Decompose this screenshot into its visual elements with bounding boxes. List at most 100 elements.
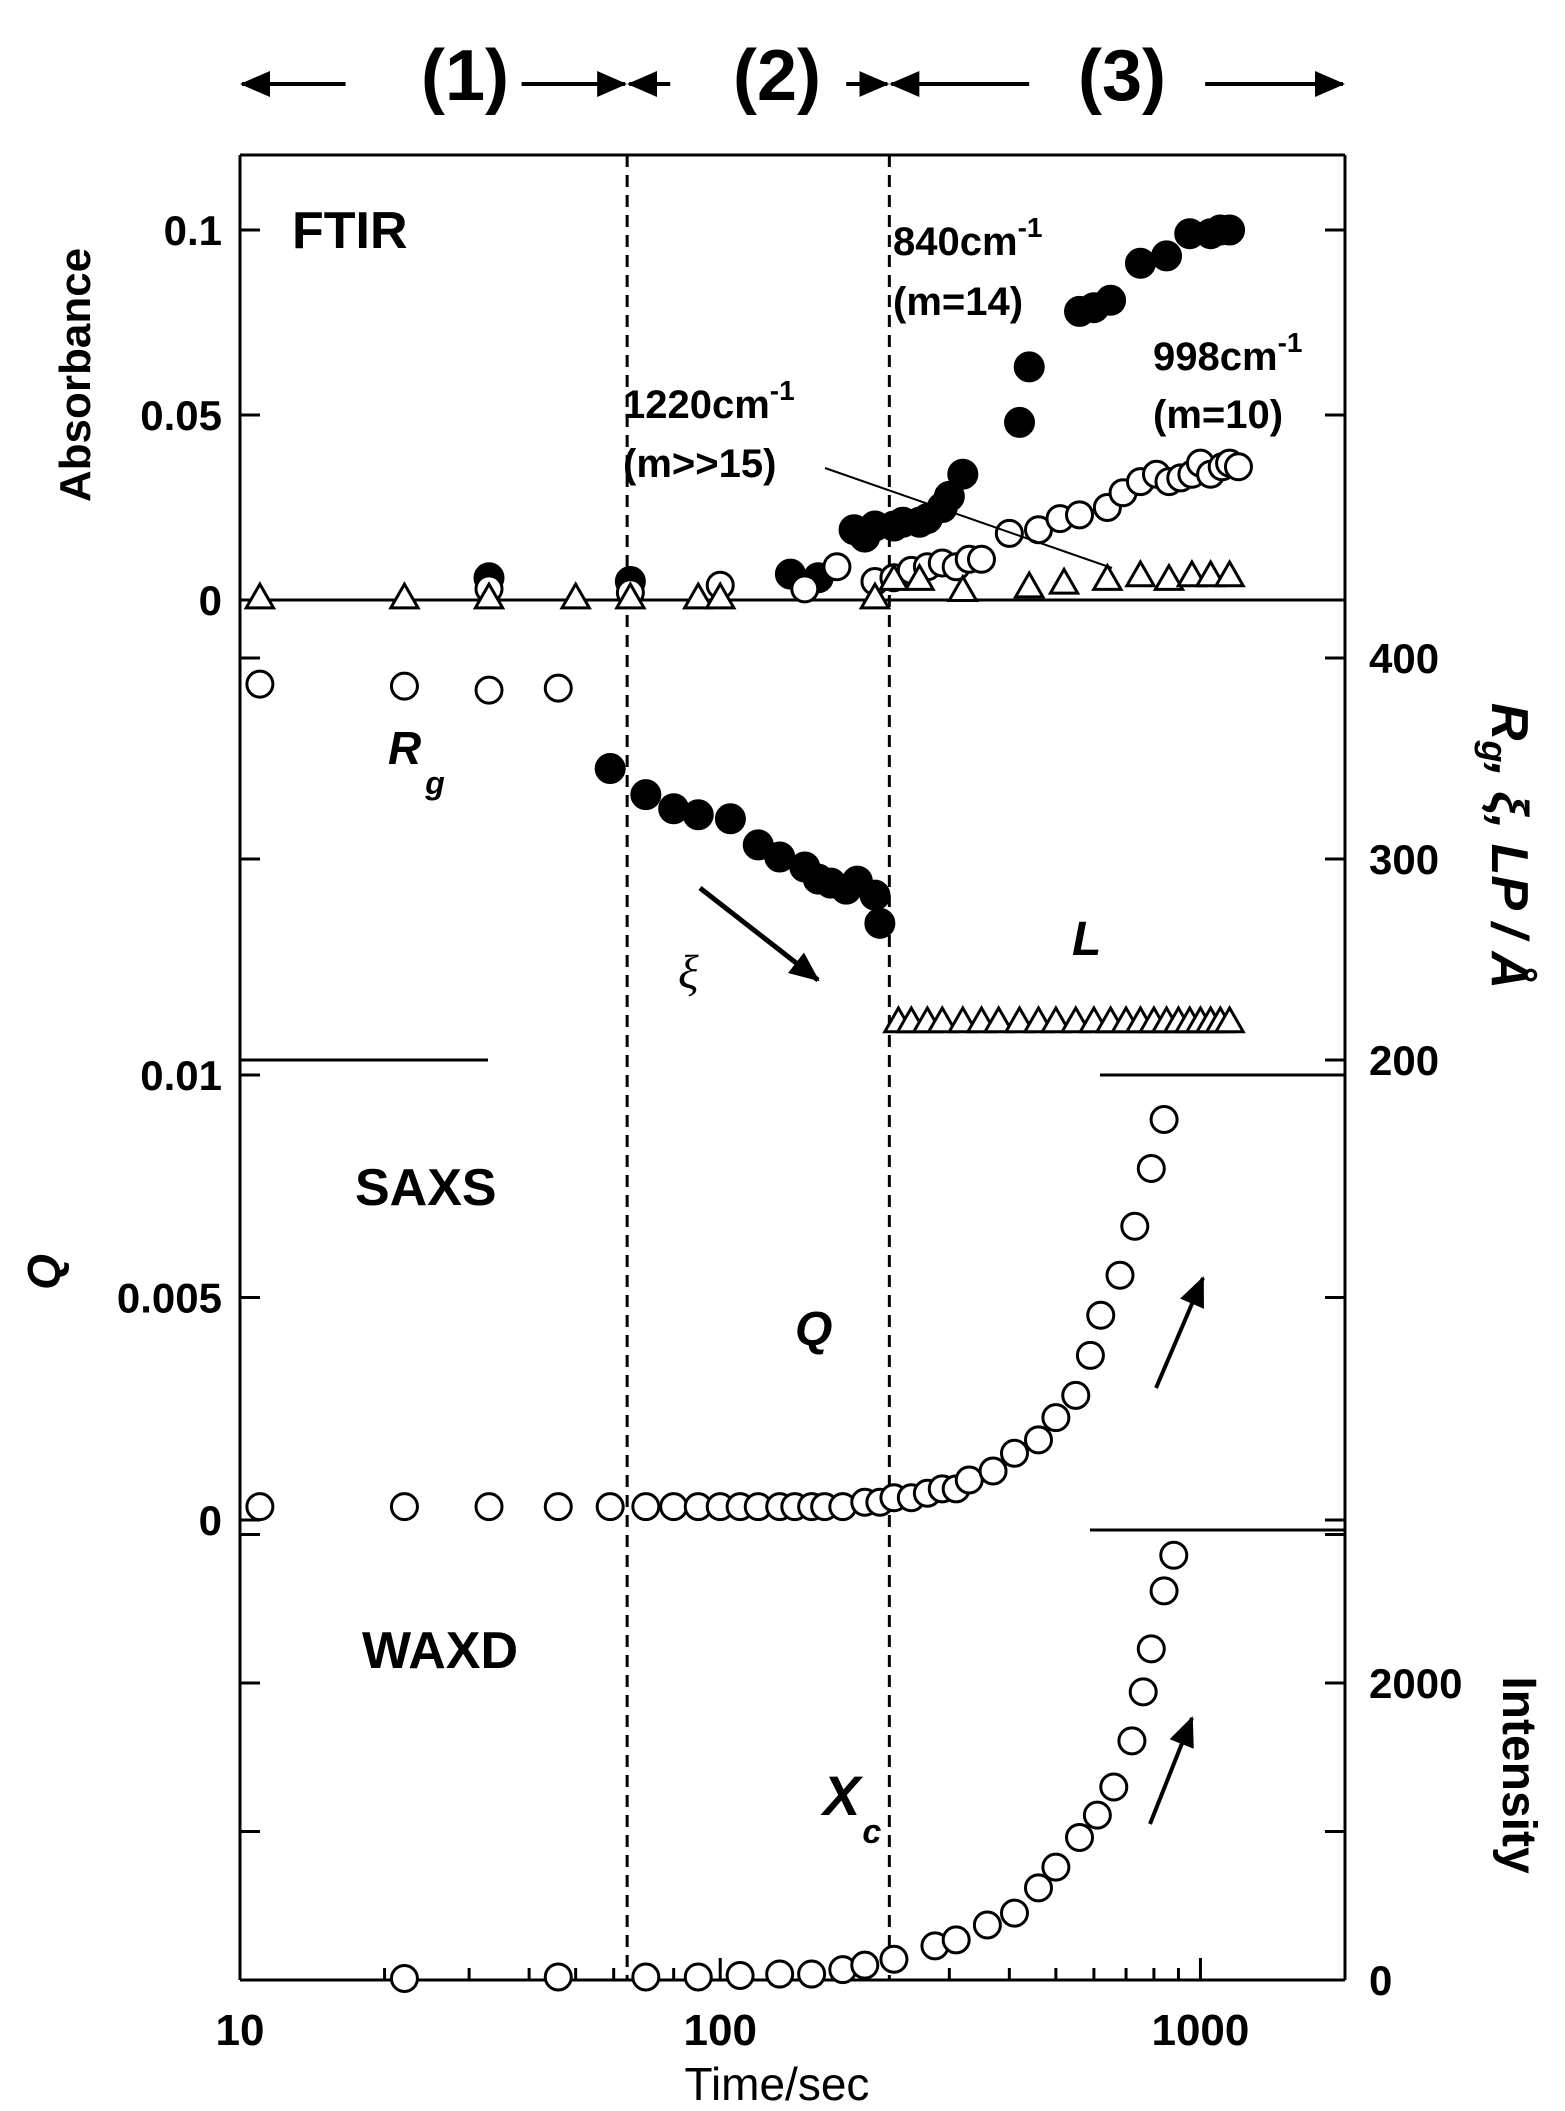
label-1220-m: (m>>15) [623, 442, 776, 486]
data-point [389, 671, 419, 701]
data-point [790, 574, 820, 604]
data-point [903, 562, 936, 591]
data-point [822, 552, 852, 582]
plot-frame [238, 153, 1347, 1982]
data-point [1041, 1403, 1071, 1433]
data-point [1095, 284, 1127, 316]
data-point [1047, 566, 1081, 595]
label-840: 840cm-1 [893, 212, 1042, 264]
y-axis-label-size: Rg, ξ, LP / Å [1474, 703, 1538, 989]
y-tick-label: 200 [1369, 1037, 1439, 1084]
label-xc-sub: c [862, 1813, 881, 1851]
data-point [978, 1456, 1008, 1486]
data-point [1120, 1211, 1150, 1241]
phase-label-3: (3) [1078, 36, 1166, 116]
data-point [1124, 558, 1157, 588]
data-point [946, 573, 980, 603]
data-point [1003, 1004, 1036, 1034]
data-point [683, 1962, 713, 1992]
label-rg-sub: g [424, 765, 445, 801]
y-axis-label-absorbance: Absorbance [51, 248, 100, 502]
y-tick-label: 2000 [1369, 1660, 1462, 1707]
y-tick-label: 0.05 [140, 392, 222, 439]
data-point [926, 1004, 959, 1034]
data-point [1012, 570, 1046, 599]
label-840-sup: -1 [1018, 212, 1043, 243]
size-label-lp: LP [1480, 844, 1538, 911]
data-point [1082, 1800, 1112, 1830]
data-point [1213, 1004, 1246, 1034]
phase-label-1: (1) [421, 36, 509, 116]
y-axis-label-intensity-text: Intensity [1492, 1676, 1545, 1874]
data-point [682, 799, 714, 831]
data-point [1023, 1425, 1053, 1455]
data-point [1214, 214, 1246, 246]
data-point [725, 1961, 755, 1991]
data-point [1124, 247, 1156, 279]
y-tick-label: 300 [1369, 836, 1439, 883]
data-point [559, 581, 592, 610]
data-point [1065, 500, 1095, 530]
data-point [245, 1492, 275, 1522]
y-tick-label: 0 [1369, 1957, 1392, 2004]
y-tick-label: 0.005 [117, 1275, 222, 1322]
data-point [1194, 558, 1227, 588]
data-point [543, 1962, 573, 1992]
data-point [594, 753, 626, 785]
label-rg-main: R [388, 722, 421, 774]
data-point [1061, 1380, 1091, 1410]
data-point [472, 581, 506, 610]
data-point [879, 1944, 909, 1974]
data-point [631, 1492, 661, 1522]
data-point [947, 458, 979, 490]
x-tick-label: 10 [216, 2006, 265, 2055]
data-point [474, 1492, 504, 1522]
data-point [999, 1898, 1029, 1928]
label-998-m: (m=10) [1153, 393, 1283, 437]
data-point [1023, 1873, 1053, 1903]
label-1220-main: 1220cm [623, 383, 770, 427]
y-tick-label: 400 [1369, 635, 1439, 682]
panel-title-ftir: FTIR [292, 202, 408, 260]
data-point [595, 1492, 625, 1522]
y-tick-label: 0.1 [164, 207, 222, 254]
data-point [797, 1959, 827, 1989]
x-tick-label: 1000 [1151, 2006, 1249, 2055]
data-point [714, 803, 746, 835]
data-point [864, 907, 896, 939]
xi-trend-arrow [698, 886, 820, 982]
data-point [999, 1438, 1029, 1468]
data-point [682, 581, 715, 610]
data-point [954, 1465, 984, 1495]
label-840-main: 840cm [893, 220, 1018, 264]
data-point [631, 1962, 661, 1992]
panel-title-saxs: SAXS [355, 1159, 497, 1217]
panel-title-waxd: WAXD [362, 1622, 518, 1680]
data-point [659, 1492, 689, 1522]
label-998-main: 998cm [1153, 335, 1278, 379]
data-point [1105, 1260, 1135, 1290]
y-tick-label: 0.01 [140, 1052, 222, 1099]
data-point [1149, 1576, 1179, 1606]
y-axis-label-intensity: Intensity [1492, 1676, 1545, 1874]
data-point [941, 1925, 971, 1955]
data-point [474, 675, 504, 705]
data-point [850, 1950, 880, 1980]
data-point [1136, 1634, 1166, 1664]
data-point [1136, 1153, 1166, 1183]
data-point [1041, 1852, 1071, 1882]
data-point [1099, 1772, 1129, 1802]
data-point [543, 673, 573, 703]
size-label-xi: , ξ, [1480, 761, 1538, 843]
label-xc: Xc [820, 1764, 881, 1851]
data-marks [243, 214, 1253, 1994]
data-point [1117, 1726, 1147, 1756]
data-point [1091, 562, 1124, 591]
data-point [388, 581, 421, 610]
label-840-m: (m=14) [893, 280, 1023, 324]
data-point [1151, 240, 1183, 272]
label-1220-leader-line [824, 467, 1113, 569]
y-axis-label-q: Q [18, 1254, 70, 1290]
phase-guide-lines [625, 155, 891, 1980]
